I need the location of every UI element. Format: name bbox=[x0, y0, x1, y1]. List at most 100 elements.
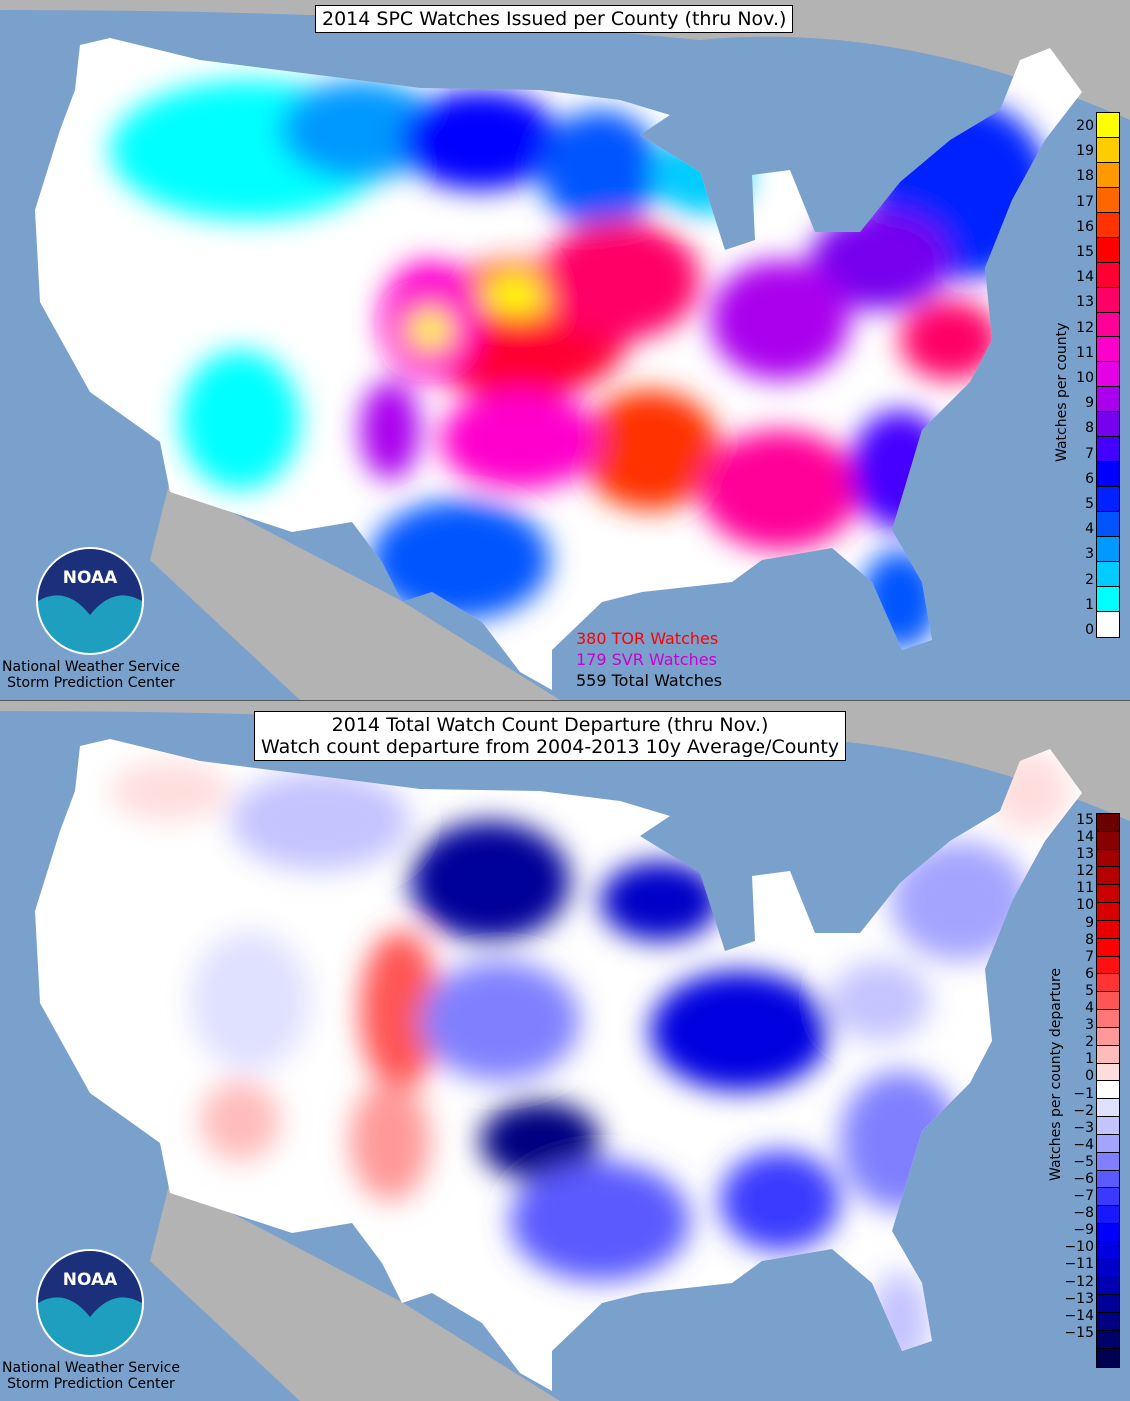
svg-text:NOAA: NOAA bbox=[63, 1270, 118, 1290]
colorbar-tick: 19 bbox=[1076, 143, 1094, 160]
nws-line2: Storm Prediction Center bbox=[7, 675, 175, 691]
colorbar-tick: 9 bbox=[1085, 914, 1094, 931]
colorbar-swatch bbox=[1097, 412, 1119, 438]
colorbar-swatch bbox=[1097, 1277, 1119, 1296]
svg-text:NOAA: NOAA bbox=[63, 568, 118, 588]
total-watches: 559 Total Watches bbox=[576, 671, 723, 690]
colorbar-tick: −9 bbox=[1073, 1222, 1094, 1239]
colorbar-tick: 10 bbox=[1076, 370, 1094, 387]
departure-panel: 2014 Total Watch Count Departure (thru N… bbox=[0, 700, 1130, 1401]
colorbar bbox=[1096, 112, 1120, 638]
colorbar-swatch bbox=[1097, 1259, 1119, 1278]
tor-watches: 380 TOR Watches bbox=[576, 629, 719, 648]
canada-land bbox=[0, 0, 1130, 120]
colorbar-swatch bbox=[1097, 586, 1119, 612]
colorbar-tick: −14 bbox=[1064, 1307, 1094, 1324]
colorbar-tick: 6 bbox=[1085, 470, 1094, 487]
colorbar-tick: −3 bbox=[1073, 1119, 1094, 1136]
colorbar-swatch bbox=[1097, 512, 1119, 537]
colorbar-swatch bbox=[1097, 162, 1119, 188]
colorbar-swatch bbox=[1097, 611, 1119, 637]
colorbar-tick: 14 bbox=[1076, 829, 1094, 846]
colorbar-tick: 5 bbox=[1085, 982, 1094, 999]
colorbar-tick: 1 bbox=[1085, 596, 1094, 613]
colorbar-tick: −8 bbox=[1073, 1205, 1094, 1222]
colorbar-ticks: 20 19 18 17 16 15 14 13 12 11 10 9 8 7 6 5 4 3 2 1 0 bbox=[1034, 114, 1094, 643]
colorbar-swatch bbox=[1097, 287, 1119, 313]
colorbar-swatch bbox=[1097, 1010, 1119, 1028]
colorbar-tick: 4 bbox=[1085, 1000, 1094, 1017]
watch-count-map bbox=[0, 0, 1130, 700]
colorbar-tick: −2 bbox=[1073, 1102, 1094, 1119]
mexico-land bbox=[150, 480, 560, 700]
colorbar-swatch bbox=[1097, 867, 1119, 886]
colorbar-tick: 20 bbox=[1076, 118, 1094, 134]
colorbar-tick: 6 bbox=[1085, 965, 1094, 982]
colorbar-swatch bbox=[1097, 187, 1119, 213]
colorbar-swatch bbox=[1097, 237, 1119, 263]
colorbar-swatch bbox=[1097, 1313, 1119, 1332]
colorbar-tick: 2 bbox=[1085, 571, 1094, 588]
colorbar-label: Watches per county bbox=[1054, 322, 1070, 462]
colorbar-swatch bbox=[1097, 487, 1119, 512]
colorbar-swatch bbox=[1097, 1170, 1119, 1189]
colorbar-swatch bbox=[1097, 262, 1119, 288]
svr-watches: 179 SVR Watches bbox=[576, 650, 717, 669]
colorbar-swatch bbox=[1097, 561, 1119, 587]
colorbar-tick: 11 bbox=[1076, 880, 1094, 897]
colorbar-tick: 13 bbox=[1076, 846, 1094, 863]
watch-choropleth bbox=[35, 38, 1082, 690]
colorbar-tick: −5 bbox=[1073, 1153, 1094, 1170]
colorbar-tick: 17 bbox=[1076, 193, 1094, 210]
colorbar-swatch bbox=[1097, 536, 1119, 562]
colorbar-swatch bbox=[1097, 387, 1119, 413]
colorbar-tick: 8 bbox=[1085, 931, 1094, 948]
colorbar-tick: −1 bbox=[1073, 1085, 1094, 1102]
colorbar-swatch bbox=[1097, 1152, 1119, 1171]
colorbar-ticks: 15 14 13 12 11 10 9 8 7 6 5 4 3 2 1 0 −1 −2 −3 −4 −5 −6 −7 −8 −9… bbox=[1034, 812, 1094, 1342]
colorbar-swatch bbox=[1097, 903, 1119, 921]
mexico-land bbox=[150, 1181, 560, 1401]
colorbar-tick: 16 bbox=[1076, 218, 1094, 235]
colorbar-swatch bbox=[1097, 137, 1119, 163]
colorbar-swatch bbox=[1097, 814, 1119, 832]
colorbar-swatch bbox=[1097, 312, 1119, 338]
colorbar-swatch bbox=[1097, 1348, 1119, 1367]
colorbar-tick: 0 bbox=[1085, 1068, 1094, 1085]
colorbar bbox=[1096, 813, 1120, 1368]
colorbar-swatch bbox=[1097, 1224, 1119, 1242]
colorbar-tick: 4 bbox=[1085, 521, 1094, 538]
canada-land bbox=[0, 701, 1130, 821]
colorbar-tick: −11 bbox=[1064, 1256, 1094, 1273]
colorbar-tick: 1 bbox=[1085, 1051, 1094, 1068]
colorbar-tick: −10 bbox=[1064, 1239, 1094, 1256]
noaa-logo: NOAA bbox=[36, 1249, 144, 1357]
colorbar-tick: 12 bbox=[1076, 863, 1094, 880]
nws-line1: National Weather Service bbox=[2, 659, 180, 675]
departure-map bbox=[0, 701, 1130, 1401]
colorbar-tick: 14 bbox=[1076, 269, 1094, 286]
colorbar-tick: −4 bbox=[1073, 1136, 1094, 1153]
colorbar-tick: 13 bbox=[1076, 294, 1094, 311]
colorbar-swatch bbox=[1097, 1295, 1119, 1314]
watch-totals: 380 TOR Watches 179 SVR Watches 559 Tota… bbox=[576, 628, 722, 691]
colorbar-swatch bbox=[1097, 956, 1119, 975]
nws-line2: Storm Prediction Center bbox=[7, 1376, 175, 1392]
map-title-line2: Watch count departure from 2004-2013 10y… bbox=[261, 736, 840, 758]
colorbar-tick: −12 bbox=[1064, 1273, 1094, 1290]
colorbar-swatch bbox=[1097, 337, 1119, 363]
colorbar-tick: 7 bbox=[1085, 445, 1094, 462]
colorbar-tick: 11 bbox=[1076, 344, 1094, 361]
colorbar-swatch bbox=[1097, 831, 1119, 850]
colorbar-label: Watches per county departure bbox=[1048, 967, 1064, 1181]
colorbar-tick: 5 bbox=[1085, 496, 1094, 513]
colorbar-swatch bbox=[1097, 1134, 1119, 1153]
colorbar-swatch bbox=[1097, 1206, 1119, 1225]
colorbar-swatch bbox=[1097, 885, 1119, 904]
map-title: 2014 SPC Watches Issued per County (thru… bbox=[315, 5, 794, 33]
colorbar-tick: 3 bbox=[1085, 546, 1094, 563]
colorbar-tick: 15 bbox=[1076, 812, 1094, 828]
colorbar-tick: 9 bbox=[1085, 395, 1094, 412]
colorbar-tick: 2 bbox=[1085, 1034, 1094, 1051]
nws-label: National Weather Service Storm Predictio… bbox=[0, 659, 182, 691]
